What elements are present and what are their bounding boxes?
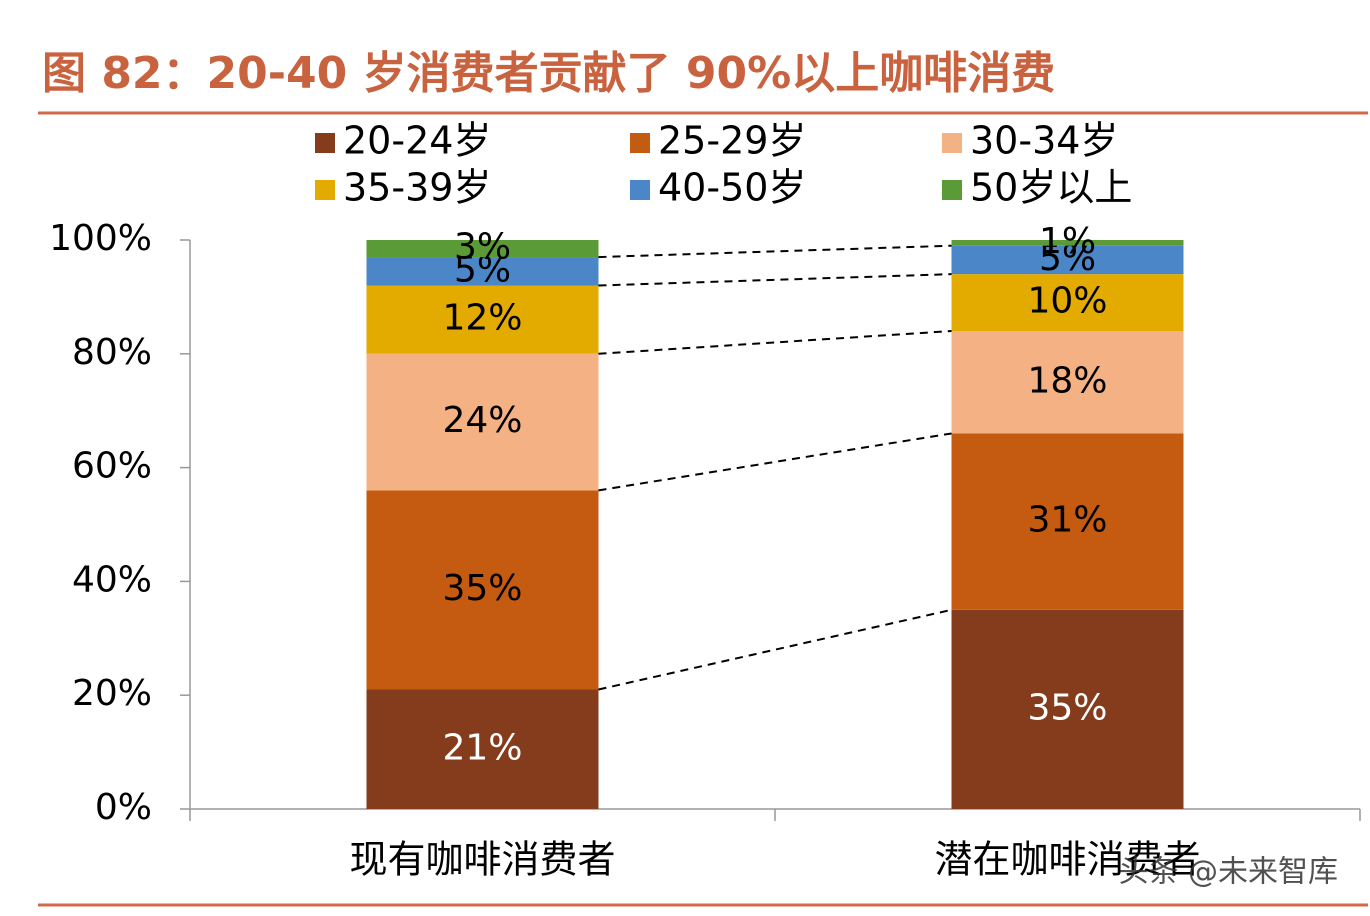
connector (598, 432, 952, 492)
connector (598, 244, 952, 259)
legend-swatch (942, 133, 962, 153)
bar-segment (951, 433, 1184, 610)
legend-swatch (630, 180, 650, 200)
bar-segment (951, 240, 1184, 246)
connector (598, 608, 952, 691)
value-label: 21% (442, 727, 522, 768)
bar-segment (951, 274, 1184, 332)
value-label: 31% (1027, 500, 1107, 541)
legend-swatch (630, 133, 650, 153)
legend-swatch (315, 180, 335, 200)
legend-label: 25-29岁 (658, 119, 806, 163)
x-tick-label: 潜在咖啡消费者 (934, 838, 1200, 882)
bar-segment (951, 331, 1184, 434)
legend-label: 35-39岁 (343, 166, 491, 210)
y-tick-label: 40% (72, 559, 152, 600)
bar-segment (951, 609, 1184, 809)
legend-label: 20-24岁 (343, 119, 491, 163)
bar-segment (366, 353, 599, 491)
connector (598, 330, 952, 355)
y-tick-label: 100% (49, 218, 152, 259)
value-label: 24% (442, 400, 522, 441)
y-tick-label: 60% (72, 446, 152, 487)
bar-segment (366, 285, 599, 354)
value-label: 35% (442, 568, 522, 609)
value-label: 12% (442, 298, 522, 339)
legend-label: 40-50岁 (658, 166, 806, 210)
value-label: 35% (1027, 687, 1107, 728)
value-label: 3% (454, 227, 511, 268)
connector (598, 273, 952, 287)
bar-segment (366, 689, 599, 809)
y-tick-label: 20% (72, 673, 152, 714)
legend-label: 50岁以上 (970, 166, 1132, 210)
watermark: 头条 @未来智库 (1118, 855, 1338, 890)
value-label: 1% (1039, 221, 1096, 262)
legend-label: 30-34岁 (970, 119, 1118, 163)
y-tick-label: 0% (95, 787, 152, 828)
x-tick-label: 现有咖啡消费者 (349, 838, 615, 882)
bar-segment (366, 240, 599, 258)
legend-swatch (315, 133, 335, 153)
value-label: 18% (1027, 360, 1107, 401)
chart-title: 图 82：20-40 岁消费者贡献了 90%以上咖啡消费 (42, 48, 1055, 99)
bar-segment (366, 490, 599, 690)
bar-segment (951, 245, 1184, 275)
y-tick-label: 80% (72, 332, 152, 373)
legend-swatch (942, 180, 962, 200)
bar-segment (366, 257, 599, 286)
value-label: 10% (1027, 281, 1107, 322)
